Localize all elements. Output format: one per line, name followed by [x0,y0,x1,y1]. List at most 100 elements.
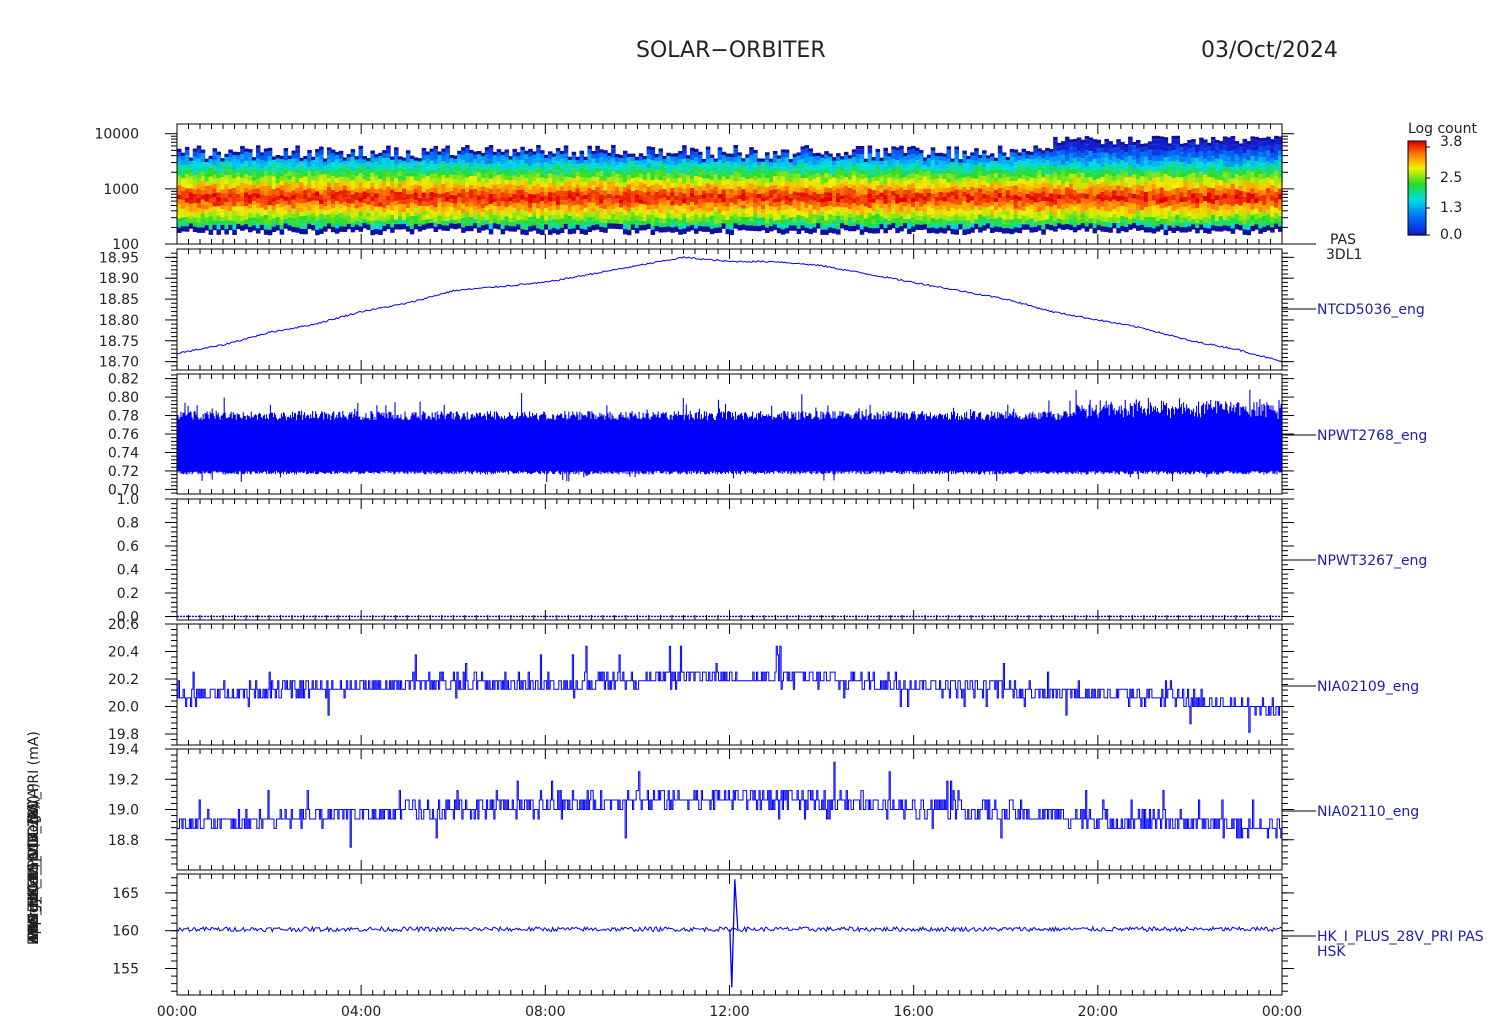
spectrogram-cell [472,167,478,172]
spectrogram-cell [1029,218,1034,223]
spectrogram-cell [287,163,293,168]
spectrogram-cell [847,221,853,226]
spectrogram-cell [330,189,336,195]
spectrogram-cell [989,183,995,188]
spectrogram-cell [1242,196,1248,203]
spectrogram-cell [670,205,675,210]
spectrogram-cell [441,170,446,175]
spectrogram-cell [271,163,277,169]
spectrogram-cell [311,176,316,181]
spectrogram-cell [228,184,233,189]
spectrogram-cell [1222,219,1228,226]
spectrogram-cell [658,208,664,214]
spectrogram-cell [1120,175,1125,181]
spectrogram-edge [922,224,928,230]
spectrogram-cell [263,224,269,230]
spectrogram-edge [753,149,758,154]
spectrogram-cell [1120,205,1125,211]
spectrogram-cell [480,177,486,183]
spectrogram-cell [978,184,983,189]
spectrogram-edge [851,149,857,153]
spectrogram-edge [982,225,987,231]
spectrogram-edge [737,152,742,156]
spectrogram-cell [875,194,881,200]
spectrogram-cell [236,159,241,164]
spectrogram-cell [1147,191,1153,197]
spectrogram-cell [1167,156,1173,162]
spectrogram-cell [792,216,798,222]
spectrogram-cell [761,181,766,186]
spectrogram-cell [453,191,458,196]
spectrogram-cell [693,176,699,181]
spectrogram-edge [1258,138,1263,142]
spectrogram-cell [658,170,664,176]
spectrogram-cell [828,214,833,219]
spectrogram-cell [788,205,794,210]
spectrogram-cell [1029,222,1034,228]
spectrogram-cell [1183,201,1188,207]
spectrogram-cell [1175,214,1180,221]
spectrogram-cell [200,199,206,205]
spectrogram-cell [701,214,707,219]
spectrogram-cell [970,204,975,210]
spectrogram-cell [492,219,498,224]
spectrogram-cell [642,159,648,164]
spectrogram-cell [1191,213,1196,220]
spectrogram-cell [851,184,857,190]
spectrogram-cell [1116,206,1121,212]
spectrogram-edge [366,158,371,162]
spectrogram-cell [595,177,600,183]
spectrogram-cell [401,208,407,213]
spectrogram-cell [1049,184,1054,189]
spectrogram-edge [311,225,316,231]
spectrogram-cell [843,185,849,191]
spectrogram-edge [1199,224,1204,230]
spectrogram-cell [1207,202,1212,208]
spectrogram-edge [630,224,636,230]
spectrogram-cell [453,175,458,180]
spectrogram-cell [267,151,273,157]
spectrogram-cell [768,202,774,207]
spectrogram-cell [1226,188,1232,195]
spectrogram-edge [1234,141,1240,145]
spectrogram-cell [1025,189,1031,194]
spectrogram-cell [378,202,383,207]
spectrogram-cell [942,156,948,162]
spectrogram-cell [1214,184,1220,190]
spectrogram-cell [1068,183,1074,189]
spectrogram-cell [741,161,746,166]
spectrogram-cell [1222,139,1228,146]
spectrogram-cell [504,175,510,181]
spectrogram-cell [934,178,940,184]
spectrogram-edge [251,225,257,231]
spectrogram-cell [859,149,865,155]
spectrogram-cell [567,211,573,216]
spectrogram-cell [591,167,596,173]
spectrogram-cell [409,215,415,221]
spectrogram-cell [1017,218,1023,224]
spectrogram-cell [184,216,190,222]
spectrogram-cell [970,218,975,223]
spectrogram-edge [330,149,336,153]
spectrogram-cell [855,182,861,187]
spectrogram-cell [812,156,817,161]
spectrogram-cell [804,173,810,179]
spectrogram-cell [800,206,806,212]
spectrogram-cell [899,173,904,178]
spectrogram-cell [204,165,210,170]
spectrogram-cell [1108,185,1113,192]
spectrogram-cell [196,148,202,154]
spectrogram-cell [776,180,782,185]
spectrogram-cell [1057,208,1062,214]
spectrogram-cell [323,177,328,183]
spectrogram-cell [1088,202,1094,208]
spectrogram-cell [441,188,446,194]
spectrogram-cell [398,175,403,180]
spectrogram-cell [867,193,873,199]
spectrogram-edge [1037,225,1042,231]
spectrogram-edge [1242,229,1248,235]
spectrogram-cell [417,222,423,227]
spectrogram-cell [776,171,782,177]
spectrogram-cell [658,213,664,218]
spectrogram-cell [843,172,849,177]
